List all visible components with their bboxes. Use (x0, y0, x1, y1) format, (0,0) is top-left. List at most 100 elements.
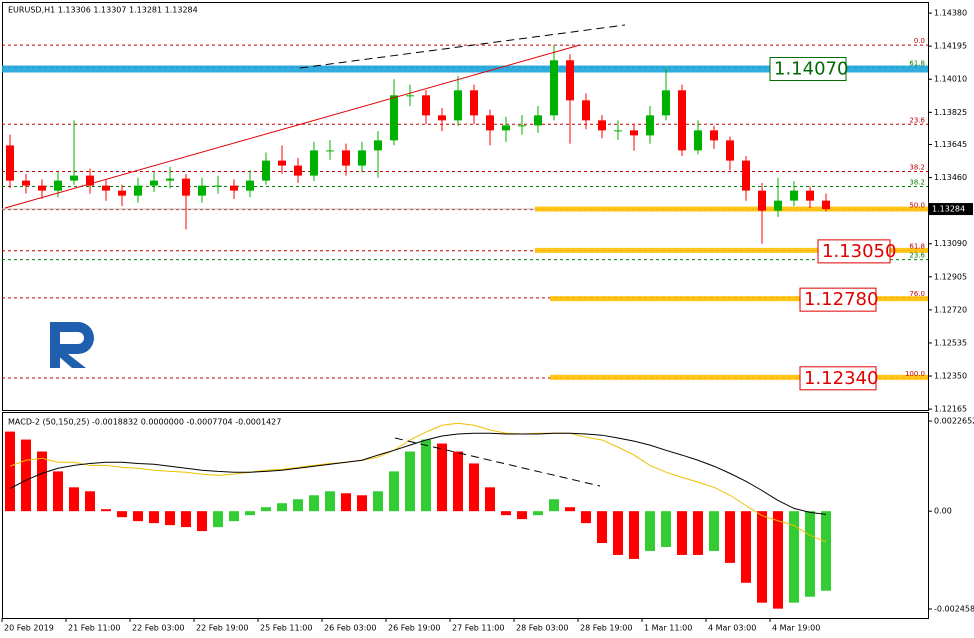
candle-body (38, 185, 46, 191)
histogram-bar (181, 511, 191, 528)
annotation-label: 1.12340 (804, 368, 878, 389)
candle-body (822, 200, 830, 210)
x-tick-label: 28 Feb 19:00 (580, 624, 632, 633)
histogram-bar (709, 511, 719, 551)
histogram-bar (805, 511, 815, 597)
x-tick-label: 4 Mar 03:00 (708, 624, 756, 633)
x-tick-label: 21 Feb 11:00 (68, 624, 120, 633)
candle-body (70, 175, 78, 181)
y-tick-label: 1.12905 (934, 272, 967, 281)
annotation-label: 1.14070 (774, 59, 848, 80)
x-tick-label: 20 Feb 2019 (4, 624, 54, 633)
y-tick-label: 1.13460 (934, 173, 967, 182)
histogram-bar (757, 511, 767, 603)
y-tick-label: 1.13090 (934, 239, 967, 248)
candle-body (198, 185, 206, 196)
x-tick-label: 27 Feb 11:00 (452, 624, 504, 633)
fib-label: 38.2 (909, 179, 925, 187)
fib-label: 23.6 (909, 252, 925, 260)
y-tick-label: 0.0022652 (934, 417, 974, 426)
candle-body (470, 90, 478, 116)
x-tick-label: 22 Feb 03:00 (132, 624, 184, 633)
candle-body (710, 130, 718, 141)
histogram-bar (117, 511, 127, 518)
candle-body (566, 60, 574, 101)
x-tick-label: 22 Feb 19:00 (196, 624, 248, 633)
histogram-bar (213, 511, 223, 528)
histogram-bar (549, 499, 559, 512)
histogram-bar (101, 509, 111, 512)
candle-body (54, 180, 62, 191)
histogram-bar (85, 491, 95, 512)
fib-label: 23.6 (909, 116, 925, 124)
histogram-bar (661, 511, 671, 547)
logo (50, 322, 94, 368)
histogram-bar (373, 491, 383, 512)
histogram-bar (133, 511, 143, 522)
histogram-bar (165, 511, 175, 526)
histogram-bar (517, 511, 527, 520)
x-tick-label: 26 Feb 19:00 (388, 624, 440, 633)
candle-body (22, 180, 30, 186)
candle-body (358, 150, 366, 166)
background-layer (2, 44, 928, 380)
candle-body (390, 95, 398, 141)
candle-body (422, 95, 430, 116)
candle-body (342, 150, 350, 166)
annotation-label: 1.12780 (804, 289, 878, 310)
histogram-bar (341, 493, 351, 512)
last-price-band (535, 206, 928, 212)
candle-body (742, 160, 750, 191)
level-band (550, 374, 928, 380)
y-tick-label: 1.12720 (934, 305, 967, 314)
level-band (550, 296, 928, 302)
y-tick-label: 1.12350 (934, 372, 967, 381)
histogram-bar (277, 503, 287, 512)
histogram-bar (37, 451, 47, 512)
fib-label: 61.8 (909, 243, 925, 251)
x-tick-label: 1 Mar 11:00 (644, 624, 692, 633)
candle-body (646, 115, 654, 136)
candle-body (614, 130, 622, 132)
histogram-bar (725, 511, 735, 563)
histogram-bar (581, 511, 591, 524)
candle-body (630, 130, 638, 136)
histogram-bar (5, 431, 15, 512)
candle-body (550, 60, 558, 116)
x-tick-label: 28 Feb 03:00 (516, 624, 568, 633)
histogram-bar (357, 495, 367, 512)
histogram-bar (69, 487, 79, 512)
candle-body (326, 150, 334, 152)
macd-line (9, 432, 827, 515)
candle-body (406, 95, 414, 97)
fib-label: 100.0 (905, 370, 925, 378)
candle-body (374, 140, 382, 151)
candle-body (662, 90, 670, 116)
candle-body (758, 190, 766, 211)
candle-body (134, 185, 142, 196)
histogram-bar (309, 495, 319, 512)
macd-line (9, 422, 827, 543)
y-tick-label: -0.002458 (934, 604, 974, 613)
fib-label: 38.2 (909, 163, 925, 171)
annotation-box (817, 239, 891, 264)
histogram-bar (405, 451, 415, 512)
channel-line (299, 24, 626, 69)
price-tag (929, 203, 973, 216)
histogram-bar (325, 491, 335, 512)
candle-body (214, 185, 222, 187)
annotation-box (799, 287, 877, 312)
macd-trend-line (394, 437, 601, 487)
logo-mark (50, 322, 94, 368)
candle-body (454, 90, 462, 121)
histogram-bar (21, 439, 31, 512)
y-tick-label: 1.13825 (934, 108, 967, 117)
candle-body (502, 125, 510, 131)
price-panel (2, 2, 929, 411)
candle-body (102, 185, 110, 191)
candle-body (534, 115, 542, 126)
histogram-bar (453, 451, 463, 512)
price-tag-label: 1.13284 (932, 205, 965, 214)
candle-body (486, 115, 494, 131)
